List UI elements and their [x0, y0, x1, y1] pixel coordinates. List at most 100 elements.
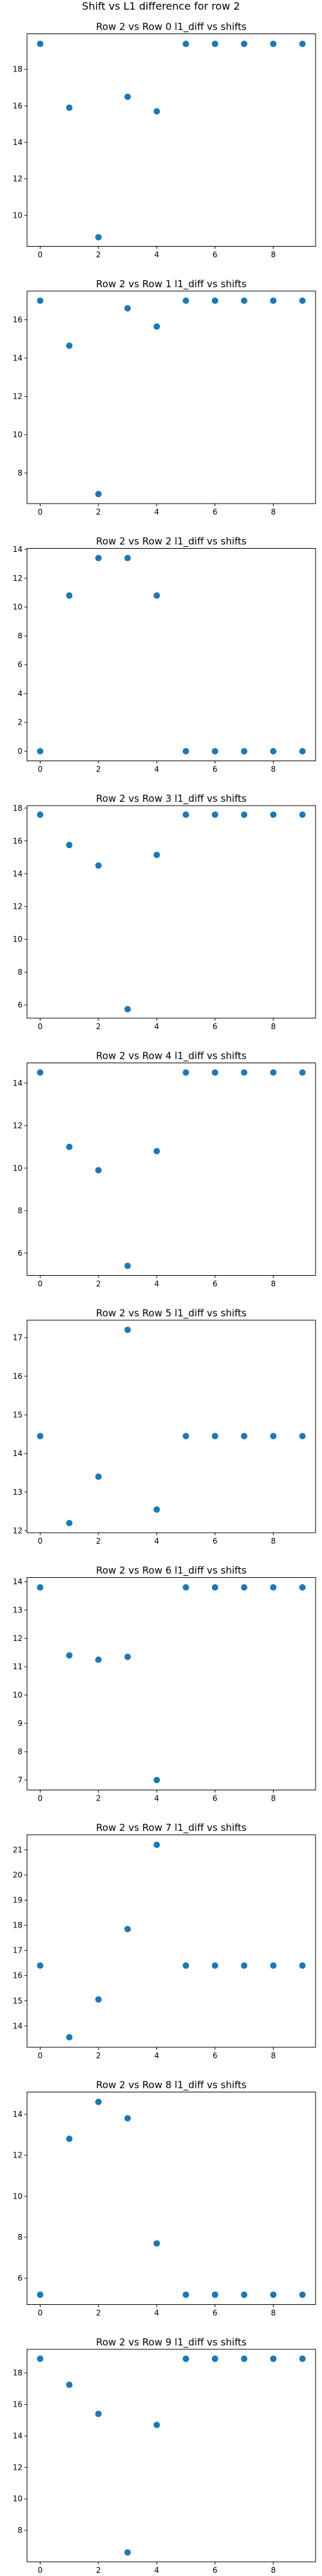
x-tick-label: 0: [38, 251, 43, 260]
x-tick-label: 4: [155, 1537, 160, 1546]
chart-title: Row 2 vs Row 2 l1_diff vs shifts: [96, 536, 247, 548]
chart-title: Row 2 vs Row 1 l1_diff vs shifts: [96, 278, 247, 290]
axes-frame: [26, 1577, 316, 1790]
y-tick-label: 20: [13, 1870, 23, 1879]
chart-panel-2: Row 2 vs Row 2 l1_diff vs shifts 0 2 4 6 8 0 2 4…: [13, 536, 316, 774]
data-point: [211, 1069, 218, 1076]
data-point: [153, 851, 160, 858]
data-point: [66, 1520, 73, 1526]
y-tick-label: 8: [17, 2233, 23, 2242]
chart-title: Row 2 vs Row 5 l1_diff vs shifts: [96, 1307, 247, 1320]
data-point: [153, 1777, 160, 1784]
x-tick-label: 4: [155, 765, 160, 774]
x-tick-label: 6: [213, 1537, 218, 1546]
data-point: [153, 2421, 160, 2429]
y-tick-label: 7: [17, 1776, 23, 1785]
x-tick-label: 0: [38, 2309, 43, 2318]
y-tick-label: 14: [13, 2022, 23, 2031]
data-point: [66, 104, 73, 111]
x-tick-label: 8: [271, 1537, 276, 1546]
y-tick-label: 0: [17, 747, 23, 756]
axes-frame: [26, 805, 316, 1019]
data-point: [299, 811, 306, 819]
x-tick-label: 4: [155, 1280, 160, 1289]
y-tick-label: 10: [13, 2494, 23, 2503]
x-tick-label: 2: [96, 1022, 101, 1031]
y-tick-label: 11: [13, 1662, 23, 1671]
y-tick-label: 12: [13, 574, 23, 583]
data-point: [241, 1962, 248, 1969]
y-tick-label: 12: [13, 2463, 23, 2472]
y-tick-label: 6: [17, 2274, 23, 2283]
y-tick-label: 14: [13, 354, 23, 363]
data-point: [95, 1167, 102, 1174]
chart-panel-0: Row 2 vs Row 0 l1_diff vs shifts 0 2 4 6 8 10 1…: [13, 21, 316, 260]
x-tick-label: 8: [271, 1022, 276, 1031]
x-tick-label: 8: [271, 2566, 276, 2575]
y-tick-label: 12: [13, 392, 23, 401]
x-tick-label: 0: [38, 1022, 43, 1031]
y-tick-label: 13: [13, 1605, 23, 1615]
y-tick-label: 2: [17, 718, 23, 727]
y-tick-label: 15: [13, 1410, 23, 1419]
y-tick-label: 8: [17, 1747, 23, 1756]
data-point: [182, 2355, 189, 2362]
axes-frame: [26, 290, 316, 504]
data-point: [124, 1005, 131, 1012]
data-point: [66, 2136, 73, 2143]
data-point: [66, 342, 73, 349]
data-point: [95, 862, 102, 869]
data-point: [95, 554, 102, 562]
y-tick-label: 14: [13, 869, 23, 878]
y-tick-label: 21: [13, 1845, 23, 1854]
y-tick-label: 6: [17, 1001, 23, 1010]
chart-panel-8: Row 2 vs Row 8 l1_diff vs shifts 0 2 4 6 8 6 8 1…: [13, 2079, 316, 2318]
y-tick-label: 18: [13, 65, 23, 74]
data-point: [95, 234, 102, 241]
x-tick-label: 0: [38, 765, 43, 774]
data-point: [124, 93, 131, 100]
data-point: [241, 1584, 248, 1591]
data-point: [241, 2355, 248, 2362]
axes-frame: [26, 2092, 316, 2305]
chart-title: Row 2 vs Row 3 l1_diff vs shifts: [96, 793, 247, 805]
y-tick-label: 14: [13, 1577, 23, 1586]
y-tick-label: 16: [13, 316, 23, 325]
y-tick-label: 10: [13, 430, 23, 439]
data-point: [37, 1584, 44, 1591]
x-tick-label: 4: [155, 251, 160, 260]
x-tick-label: 6: [213, 2566, 218, 2575]
y-tick-label: 18: [13, 1921, 23, 1930]
x-tick-label: 6: [213, 1794, 218, 1803]
chart-panel-6: Row 2 vs Row 6 l1_diff vs shifts 0 2 4 6 8 7 8 9…: [13, 1565, 316, 1803]
data-point: [241, 1433, 248, 1439]
data-point: [37, 2291, 44, 2298]
y-tick-label: 8: [17, 2526, 23, 2535]
x-tick-label: 2: [96, 765, 101, 774]
x-tick-label: 0: [38, 2566, 43, 2575]
data-point: [182, 1962, 189, 1969]
data-point: [95, 2098, 102, 2105]
x-tick-label: 8: [271, 1280, 276, 1289]
y-tick-label: 12: [13, 1121, 23, 1130]
x-tick-label: 0: [38, 2051, 43, 2060]
x-tick-label: 2: [96, 1794, 101, 1803]
y-tick-label: 13: [13, 1488, 23, 1497]
x-tick-label: 6: [213, 2309, 218, 2318]
y-tick-label: 8: [17, 1206, 23, 1215]
data-point: [37, 748, 44, 755]
data-point: [66, 2034, 73, 2041]
data-point: [37, 1962, 44, 1969]
y-tick-label: 6: [17, 1249, 23, 1258]
y-tick-label: 6: [17, 660, 23, 669]
data-point: [299, 1962, 306, 1969]
data-point: [211, 1433, 218, 1439]
x-tick-label: 0: [38, 1537, 43, 1546]
data-point: [211, 1962, 218, 1969]
x-tick-label: 0: [38, 1794, 43, 1803]
x-tick-label: 2: [96, 1537, 101, 1546]
y-tick-label: 10: [13, 211, 23, 220]
chart-panel-3: Row 2 vs Row 3 l1_diff vs shifts 0 2 4 6 8 6 8 1…: [13, 793, 316, 1031]
data-point: [270, 1962, 277, 1969]
chart-panel-5: Row 2 vs Row 5 l1_diff vs shifts 0 2 4 6 8 12 1…: [13, 1307, 316, 1546]
